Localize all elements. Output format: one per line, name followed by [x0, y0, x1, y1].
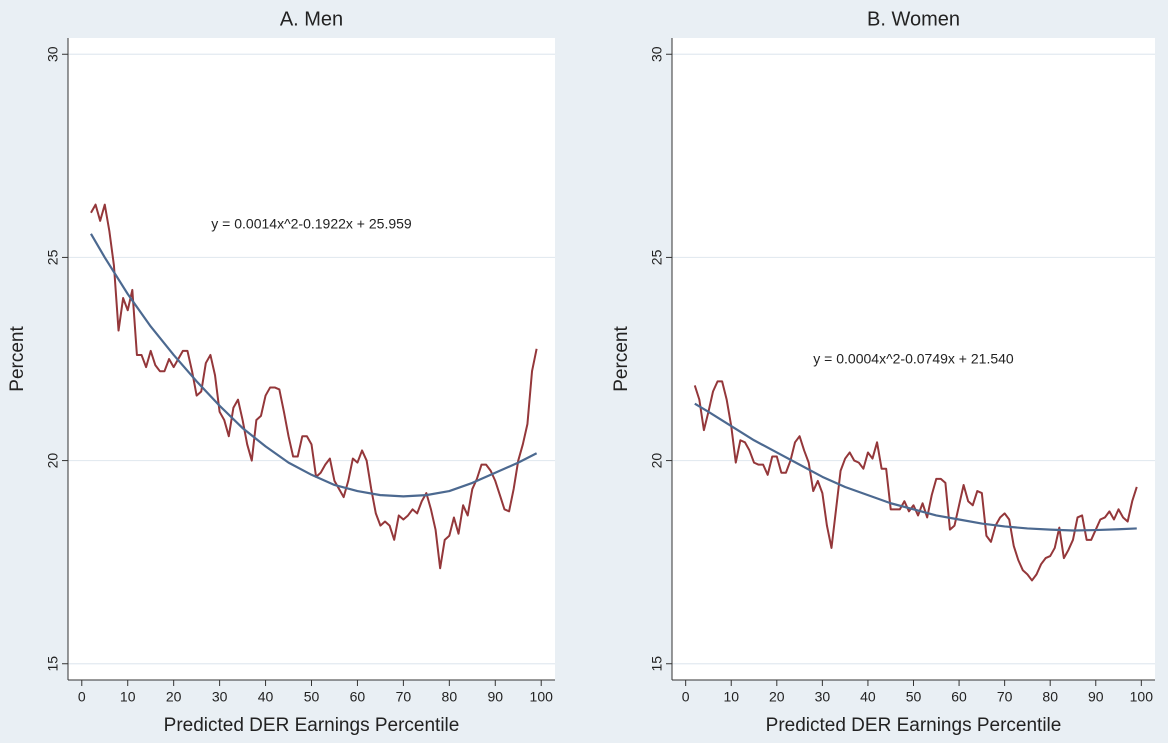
- x-tick-label: 80: [1042, 689, 1058, 705]
- x-tick-label: 50: [906, 689, 922, 705]
- x-axis-label: Predicted DER Earnings Percentile: [164, 715, 460, 736]
- x-tick-label: 90: [1088, 689, 1104, 705]
- y-tick-label: 30: [45, 46, 61, 62]
- plot-area: [68, 38, 555, 680]
- fit-equation: y = 0.0004x^2-0.0749x + 21.540: [813, 351, 1014, 367]
- y-tick-label: 30: [649, 46, 665, 62]
- x-tick-label: 0: [682, 689, 690, 705]
- x-tick-label: 100: [530, 689, 554, 705]
- x-tick-label: 70: [997, 689, 1013, 705]
- panel-title: B. Women: [867, 8, 960, 30]
- x-tick-label: 50: [304, 689, 320, 705]
- x-tick-label: 20: [769, 689, 785, 705]
- panel-title: A. Men: [280, 8, 343, 30]
- panel: B. Women 15 20 25 30 0 10 20 30 40 50 60 70 80 90 100 Pr…: [611, 8, 1155, 736]
- plot-area: [672, 38, 1155, 680]
- x-tick-label: 100: [1130, 689, 1154, 705]
- x-tick-label: 80: [442, 689, 458, 705]
- x-tick-label: 30: [212, 689, 228, 705]
- y-tick-label: 15: [649, 656, 665, 672]
- x-tick-label: 0: [78, 689, 86, 705]
- x-axis-label: Predicted DER Earnings Percentile: [766, 715, 1062, 736]
- x-tick-label: 90: [487, 689, 503, 705]
- y-axis-label: Percent: [7, 326, 28, 392]
- x-tick-label: 40: [258, 689, 274, 705]
- fit-line: [694, 402, 1137, 532]
- x-tick-label: 30: [815, 689, 831, 705]
- data-line: [90, 203, 538, 570]
- x-tick-label: 10: [120, 689, 136, 705]
- y-tick-label: 25: [45, 249, 61, 265]
- y-tick-label: 20: [649, 453, 665, 469]
- x-tick-label: 60: [951, 689, 967, 705]
- y-tick-label: 25: [649, 249, 665, 265]
- fit-line: [90, 233, 538, 498]
- y-tick-label: 15: [45, 656, 61, 672]
- panel: A. Men 15 20 25 30 0 10 20 30 40 50 60 70 80 90 100 Pred…: [7, 8, 555, 736]
- y-axis-label: Percent: [611, 326, 632, 392]
- x-tick-label: 10: [723, 689, 739, 705]
- x-tick-label: 70: [396, 689, 412, 705]
- fit-equation: y = 0.0014x^2-0.1922x + 25.959: [211, 216, 412, 232]
- x-tick-label: 20: [166, 689, 182, 705]
- y-tick-label: 20: [45, 453, 61, 469]
- x-tick-label: 40: [860, 689, 876, 705]
- x-tick-label: 60: [350, 689, 366, 705]
